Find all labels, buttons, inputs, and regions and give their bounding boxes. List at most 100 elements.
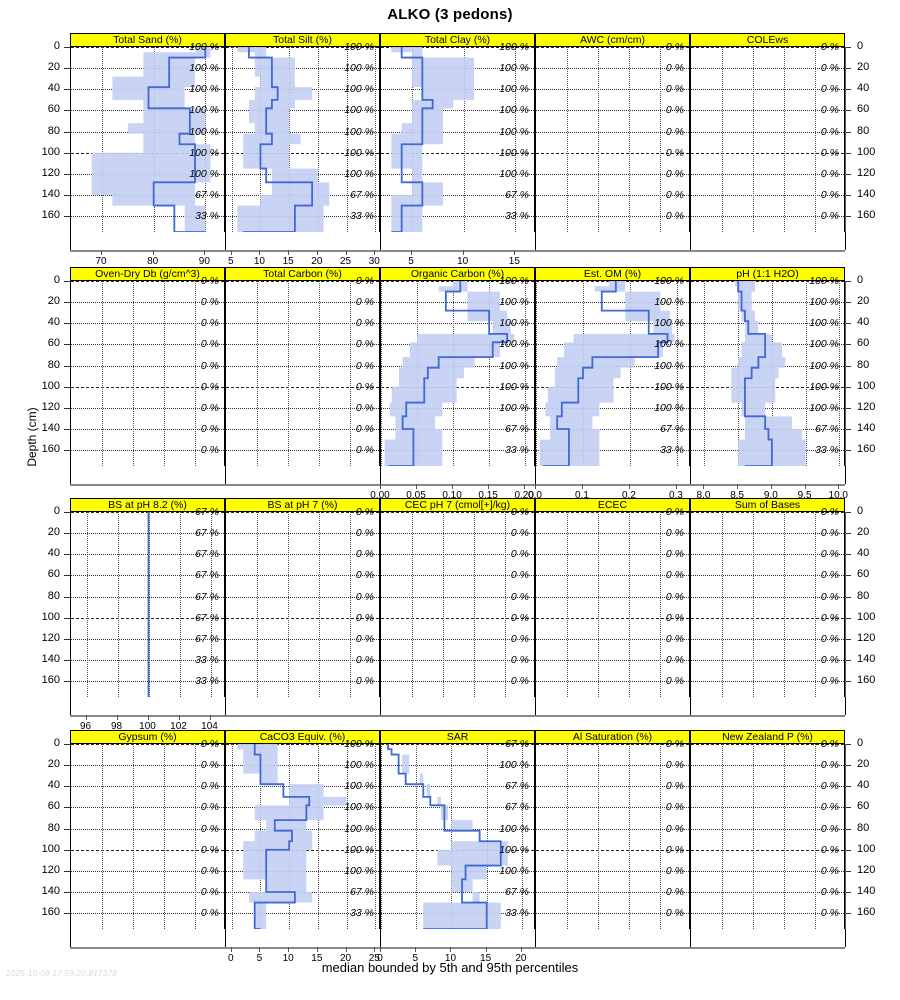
- depth-gridline: [381, 216, 534, 218]
- panel-plot-area: [380, 47, 535, 232]
- depth-gridline: [226, 407, 379, 409]
- depth-gridline: [691, 786, 844, 788]
- x-gridline: [839, 281, 841, 466]
- x-tick-label: 0.20: [514, 490, 534, 501]
- contributing-pct-label: 0 %: [355, 590, 374, 603]
- contributing-pct-label: 67 %: [195, 569, 219, 582]
- panel-separator: [690, 232, 691, 250]
- depth-tick-label-right: 20: [857, 61, 870, 74]
- depth-gridline: [691, 68, 844, 70]
- contributing-pct-label: 0 %: [820, 843, 839, 856]
- depth-tick-right: [845, 575, 851, 577]
- depth-tick-right: [845, 892, 851, 893]
- contributing-pct-label: 0 %: [355, 359, 374, 372]
- panel-plot-area: [535, 281, 690, 466]
- contributing-pct-label: 100 %: [499, 338, 529, 351]
- contributing-pct-label: 0 %: [200, 822, 219, 835]
- contributing-pct-label: 0 %: [665, 801, 684, 814]
- depth-gridline: [381, 554, 534, 556]
- depth-gridline: [226, 744, 379, 745]
- depth-gridline: [691, 533, 844, 535]
- x-gridline: [86, 512, 88, 697]
- contributing-pct-label: 33 %: [350, 907, 374, 920]
- contributing-pct-label: 100 %: [499, 359, 529, 372]
- depth-tick-label-left: 120: [41, 166, 60, 179]
- contributing-pct-label: 33 %: [350, 210, 374, 223]
- contributing-pct-label: 100 %: [344, 146, 374, 159]
- depth-gridline: [71, 575, 224, 577]
- depth-gridline: [226, 323, 379, 325]
- contributing-pct-label: 100 %: [189, 41, 219, 53]
- depth-tick-right: [845, 195, 851, 196]
- depth-tick-label-right: 160: [857, 906, 876, 919]
- depth-tick-right: [845, 786, 851, 788]
- depth-gridline: [691, 407, 844, 409]
- depth-tick-label-right: 80: [857, 358, 870, 371]
- depth-tick-label-right: 140: [857, 422, 876, 434]
- depth-gridline: [536, 323, 689, 325]
- panel-plot-area: [535, 744, 690, 929]
- x-tick: [581, 484, 583, 489]
- contributing-pct-label: 0 %: [665, 886, 684, 898]
- panel-header-total-carbon: Total Carbon (%): [225, 267, 380, 281]
- depth-gridline: [691, 216, 844, 218]
- x-tick-label: 0.05: [406, 490, 426, 501]
- contributing-pct-label: 100 %: [654, 401, 684, 414]
- depth-tick-label-left: 140: [41, 885, 60, 897]
- depth-tick-left: [64, 533, 70, 535]
- x-gridline: [660, 744, 661, 929]
- x-gridline: [660, 512, 661, 697]
- x-tick-label: 5: [227, 256, 234, 267]
- depth-gridline: [536, 913, 689, 915]
- panel-row: 0 0 20 20 40 40 60 60 80 80 100 100 120 120 140 140 160 1…: [0, 267, 900, 506]
- contributing-pct-label: 0 %: [355, 548, 374, 561]
- depth-tick-label-left: 0: [53, 40, 60, 52]
- x-tick-label: 0.00: [370, 490, 390, 501]
- depth-tick-label-left: 20: [47, 295, 60, 308]
- depth-gridline: [536, 660, 689, 661]
- panel-separator: [225, 466, 226, 484]
- depth-gridline: [691, 870, 844, 872]
- depth-gridline: [691, 681, 844, 683]
- depth-gridline: [536, 216, 689, 218]
- depth-tick-label-right: 40: [857, 779, 870, 792]
- panel-separator: [845, 697, 846, 715]
- x-tick-label: 15: [282, 256, 294, 267]
- contributing-pct-label: 0 %: [355, 611, 374, 624]
- contributing-pct-label: 0 %: [820, 675, 839, 688]
- x-tick-label: 20: [311, 256, 323, 267]
- depth-gridline: [226, 365, 379, 367]
- depth-tick-label-right: 160: [857, 443, 876, 456]
- depth-tick-label-left: 80: [47, 589, 60, 602]
- depth-gridline: [381, 302, 534, 304]
- contributing-pct-label: 0 %: [200, 338, 219, 351]
- contributing-pct-label: 0 %: [820, 210, 839, 223]
- depth-gridline: [691, 617, 844, 619]
- contributing-pct-label: 100 %: [654, 380, 684, 393]
- depth-axis-spine-right: [845, 744, 846, 947]
- depth-gridline: [691, 195, 844, 196]
- contributing-pct-label: 0 %: [665, 632, 684, 645]
- panel-separator: [535, 697, 536, 715]
- series-plot: [731, 281, 806, 466]
- x-gridline: [489, 281, 491, 466]
- x-gridline: [486, 744, 488, 929]
- x-tick: [259, 250, 261, 255]
- x-gridline: [805, 281, 807, 466]
- contributing-pct-label: 100 %: [499, 41, 529, 53]
- depth-tick-right: [845, 89, 851, 91]
- depth-gridline: [226, 281, 379, 282]
- depth-tick-left: [64, 807, 70, 809]
- panel-header-sar: SAR: [380, 730, 535, 744]
- panel-row: 0 0 20 20 40 40 60 60 80 80 100 100 120 120 140 140 160 1…: [0, 33, 900, 272]
- depth-tick-label-right: 40: [857, 82, 870, 95]
- x-tick-label: 10.0: [828, 490, 848, 501]
- median-line: [243, 47, 314, 232]
- depth-tick-label-left: 100: [41, 842, 60, 855]
- x-gridline: [381, 281, 382, 466]
- x-tick: [178, 715, 180, 720]
- depth-tick-label-left: 120: [41, 631, 60, 644]
- contributing-pct-label: 67 %: [195, 590, 219, 603]
- panel-header-bs-at-ph-7: BS at pH 7 (%): [225, 498, 380, 512]
- percentile-band: [391, 47, 474, 232]
